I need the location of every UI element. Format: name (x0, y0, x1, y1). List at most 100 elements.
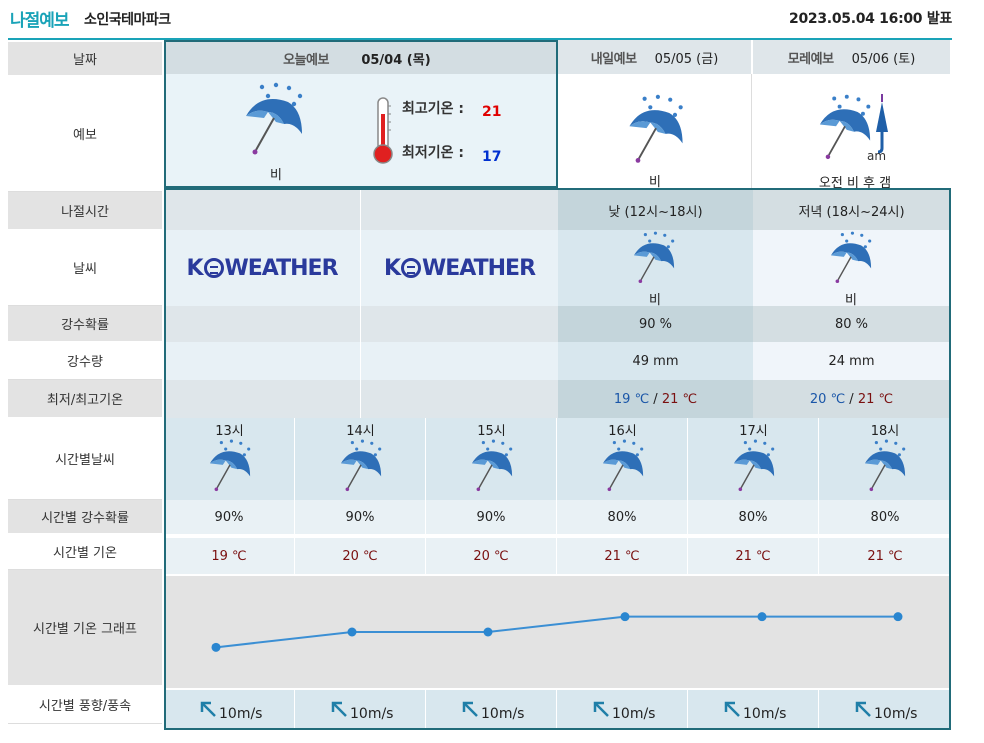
max-temp-value: 21 (482, 104, 502, 120)
empty-cell (164, 380, 361, 418)
min-temp-label: 최저기온 : (402, 145, 464, 161)
label-hourly-weather: 시간별날씨 (8, 418, 162, 500)
wind-arrow-northwest-icon (724, 701, 740, 717)
hourly-pop: 80% (688, 500, 819, 534)
umbrella-rain-icon (624, 93, 688, 172)
hourly-wind-cell: 10m/s (295, 690, 426, 728)
period-evening-weather (753, 230, 950, 306)
label-minmax: 최저/최고기온 (8, 380, 162, 418)
today-date: 05/04 (목) (361, 52, 431, 68)
wind-speed: 10m/s (219, 706, 263, 722)
period-day-name: 낮 (12시~18시) (558, 190, 753, 230)
temp-point (347, 627, 357, 637)
label-hourly-pop: 시간별 강수확률 (8, 500, 162, 534)
hourly-wind-cell: 10m/s (164, 690, 295, 728)
temp-point (483, 627, 493, 637)
tomorrow-header: 내일예보 05/05 (금) (558, 40, 752, 74)
hourly-wind-cell: 10m/s (557, 690, 688, 728)
brand-title: 나절예보 (10, 11, 70, 31)
today-forecast-panel: 오늘예보 05/04 (목) 비 최고기온 : 21 최저기온 : 17 (164, 40, 558, 188)
closed-umbrella-icon (872, 92, 892, 158)
temp-series-line (215, 615, 898, 649)
header: 나절예보 소인국테마파크 2023.05.04 16:00 발표 (10, 4, 952, 32)
today-title: 오늘예보 (283, 52, 329, 68)
hourly-hour: 18시 (870, 423, 900, 439)
tomorrow-weather-text: 비 (649, 174, 661, 190)
label-period: 나절시간 (8, 192, 162, 230)
temp-point (211, 642, 221, 652)
period-day-weather-text: 비 (649, 292, 661, 308)
label-pop: 강수확률 (8, 306, 162, 342)
empty-cell (361, 306, 558, 342)
hourly-hour: 16시 (608, 423, 637, 439)
period-evening-minmax: 20 ℃ / 21 ℃ (753, 380, 950, 418)
kweather-logo: K WEATHER (361, 230, 558, 306)
place-name: 소인국테마파크 (84, 12, 171, 28)
umbrella-rain-icon (731, 438, 777, 500)
header-divider (8, 38, 952, 40)
hourly-weather-cell (688, 418, 819, 500)
hourly-hour: 17시 (739, 423, 768, 439)
empty-cell (164, 306, 361, 342)
wind-speed: 10m/s (612, 706, 656, 722)
hourly-pop: 80% (819, 500, 951, 534)
umbrella-rain-icon (816, 93, 874, 168)
hourly-temp: 21 ℃ (688, 538, 819, 574)
wind-speed: 10m/s (743, 706, 787, 722)
label-hourly-wind: 시간별 풍향/풍속 (8, 686, 162, 724)
temp-graph-area (164, 576, 951, 688)
dayafter-weather-text: 오전 비 후 갬 (818, 175, 892, 191)
period-day-rain: 49 mm (558, 342, 753, 380)
umbrella-rain-icon (469, 438, 515, 500)
today-header (166, 42, 556, 74)
hourly-temp: 21 ℃ (557, 538, 688, 574)
issued-time: 2023.05.04 16:00 발표 (789, 11, 952, 27)
hourly-pop: 90% (295, 500, 426, 534)
hourly-temp: 19 ℃ (164, 538, 295, 574)
today-weather-text: 비 (270, 167, 282, 183)
period-evening-rain: 24 mm (753, 342, 950, 380)
temp-line-chart (211, 612, 903, 652)
wind-arrow-northwest-icon (462, 701, 478, 717)
hourly-pop: 90% (164, 500, 295, 534)
empty-cell (164, 190, 361, 230)
umbrella-rain-icon (631, 230, 677, 291)
umbrella-rain-icon (242, 82, 306, 160)
hourly-wind-cell: 10m/s (819, 690, 951, 728)
label-date: 날짜 (8, 42, 162, 76)
label-rain: 강수량 (8, 342, 162, 380)
wind-arrow-northwest-icon (593, 701, 609, 717)
dayafter-header: 모레예보 05/06 (토) (753, 40, 950, 74)
wind-speed: 10m/s (874, 706, 918, 722)
wind-arrow-northwest-icon (200, 701, 216, 717)
wind-arrow-northwest-icon (331, 701, 347, 717)
label-forecast: 예보 (8, 76, 162, 192)
hourly-wind-cell: 10m/s (688, 690, 819, 728)
umbrella-rain-icon (862, 438, 908, 500)
period-day-minmax: 19 ℃ / 21 ℃ (558, 380, 753, 418)
umbrella-rain-icon (207, 438, 253, 500)
period-evening-name: 저녁 (18시~24시) (753, 190, 950, 230)
umbrella-rain-icon (828, 230, 874, 291)
empty-cell (361, 342, 558, 380)
empty-cell (361, 380, 558, 418)
hourly-hour: 13시 (215, 423, 244, 439)
am-tag: am (867, 149, 887, 163)
thermometer-icon (372, 96, 394, 170)
period-day-pop: 90 % (558, 306, 753, 342)
label-weather: 날씨 (8, 230, 162, 306)
umbrella-rain-icon (338, 438, 384, 500)
label-hourly-graph: 시간별 기온 그래프 (8, 570, 162, 686)
hourly-pop: 90% (426, 500, 557, 534)
umbrella-rain-icon (600, 438, 646, 500)
hourly-hour: 15시 (477, 423, 506, 439)
empty-cell (164, 342, 361, 380)
label-hourly-temp: 시간별 기온 (8, 534, 162, 570)
hourly-temp: 20 ℃ (295, 538, 426, 574)
temp-point (620, 612, 630, 622)
temp-point (757, 612, 767, 622)
period-day-weather (558, 230, 753, 306)
hourly-hour: 14시 (346, 423, 375, 439)
period-evening-pop: 80 % (753, 306, 950, 342)
temp-point (893, 612, 903, 622)
